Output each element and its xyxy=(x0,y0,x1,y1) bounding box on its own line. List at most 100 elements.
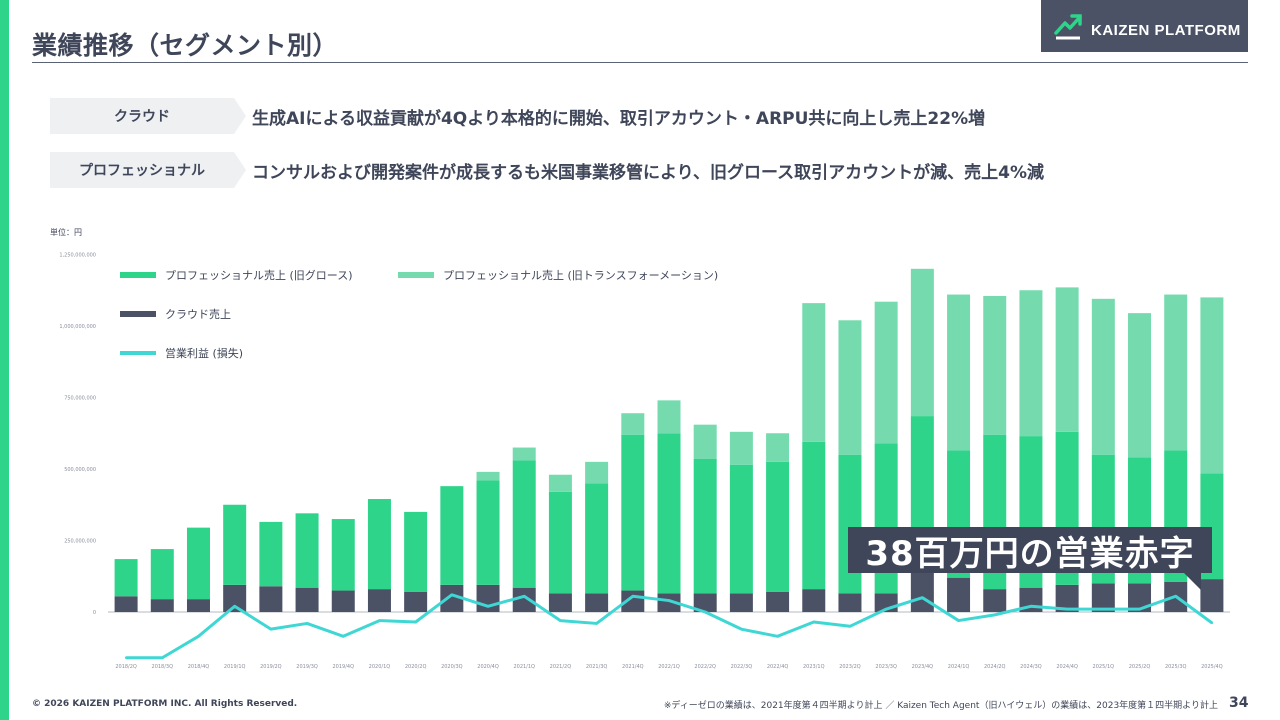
bar-cloud xyxy=(910,571,934,612)
bar-professional-transformation xyxy=(585,461,609,484)
x-tick-label: 2021/4Q xyxy=(622,664,644,670)
operating-profit-point xyxy=(124,656,128,659)
operating-profit-point xyxy=(667,599,671,602)
bar-professional-transformation xyxy=(802,303,826,442)
operating-profit-point xyxy=(1174,595,1177,598)
operating-profit-point xyxy=(450,593,454,597)
bar-professional-transformation xyxy=(729,431,753,465)
copyright: © 2026 KAIZEN PLATFORM INC. All Rights R… xyxy=(32,699,298,709)
legend-swatch xyxy=(120,272,156,278)
bar-professional-growth xyxy=(512,460,536,588)
segment-text-professional: コンサルおよび開発案件が成長するも米国事業移管により、旧グロース取引アカウントが… xyxy=(252,162,1044,183)
x-tick-label: 2021/3Q xyxy=(586,664,608,670)
x-tick-label: 2024/2Q xyxy=(984,664,1006,670)
x-tick-label: 2021/2Q xyxy=(550,664,572,670)
bar-professional-growth xyxy=(295,513,319,588)
bar-cloud xyxy=(223,584,247,612)
x-tick-label: 2025/3Q xyxy=(1165,664,1187,670)
x-tick-label: 2018/3Q xyxy=(152,664,174,670)
x-tick-label: 2019/3Q xyxy=(296,664,318,670)
bar-professional-growth xyxy=(367,499,391,590)
x-tick-label: 2023/2Q xyxy=(839,664,861,670)
x-tick-label: 2025/2Q xyxy=(1129,664,1151,670)
bar-professional-transformation xyxy=(1200,297,1224,474)
bar-cloud xyxy=(440,584,464,612)
bar-professional-growth xyxy=(548,491,572,594)
operating-profit-point xyxy=(197,635,200,638)
trend-arrow-icon xyxy=(1054,14,1082,40)
legend-label: プロフェッショナル売上 (旧トランスフォーメーション) xyxy=(443,269,718,282)
bar-professional-growth xyxy=(404,511,428,592)
bar-professional-transformation xyxy=(621,413,645,435)
y-tick-label: 250,000,000 xyxy=(64,539,96,545)
operating-profit-point xyxy=(740,627,743,631)
operating-profit-point xyxy=(703,610,707,614)
title-divider xyxy=(32,62,1248,63)
x-tick-label: 2019/2Q xyxy=(260,664,282,670)
bar-professional-growth xyxy=(440,486,464,585)
bar-cloud xyxy=(983,589,1007,612)
bar-professional-transformation xyxy=(838,320,862,455)
bar-professional-transformation xyxy=(476,471,500,481)
x-tick-label: 2023/4Q xyxy=(912,664,934,670)
y-tick-label: 750,000,000 xyxy=(64,396,96,402)
bar-cloud xyxy=(186,599,210,612)
bar-professional-transformation xyxy=(693,424,717,459)
x-tick-label: 2020/2Q xyxy=(405,664,427,670)
operating-profit-point xyxy=(1029,605,1033,608)
bar-professional-growth xyxy=(729,464,753,594)
x-tick-label: 2019/1Q xyxy=(224,664,246,670)
bar-professional-growth xyxy=(150,549,174,600)
operating-profit-point xyxy=(342,635,345,638)
operating-profit-point xyxy=(559,619,562,622)
page-number: 34 xyxy=(1229,695,1249,711)
bar-professional-transformation xyxy=(874,301,898,444)
x-tick-label: 2024/3Q xyxy=(1020,664,1042,670)
bar-cloud xyxy=(1200,579,1224,612)
x-tick-label: 2022/3Q xyxy=(731,664,753,670)
bar-professional-transformation xyxy=(1019,290,1043,437)
bar-professional-transformation xyxy=(947,294,971,451)
x-tick-label: 2020/3Q xyxy=(441,664,463,670)
bar-professional-growth xyxy=(331,519,355,591)
legend-swatch xyxy=(120,311,156,317)
x-tick-label: 2025/1Q xyxy=(1093,664,1115,670)
accent-bar xyxy=(0,0,9,720)
bar-cloud xyxy=(585,593,609,612)
callout-tail xyxy=(1183,572,1201,590)
bar-professional-growth xyxy=(114,559,138,597)
y-tick-label: 500,000,000 xyxy=(64,467,96,473)
logo-text: KAIZEN PLATFORM xyxy=(1091,21,1241,39)
operating-loss-callout: 38百万円の営業赤字 xyxy=(848,527,1212,574)
operating-profit-point xyxy=(1138,607,1141,611)
bar-professional-growth xyxy=(766,461,790,592)
legend-label: プロフェッショナル売上 (旧グロース) xyxy=(165,268,353,282)
operating-profit-point xyxy=(305,622,309,625)
operating-profit-point xyxy=(1065,607,1069,611)
operating-profit-point xyxy=(523,595,526,598)
bar-cloud xyxy=(259,586,283,612)
operating-profit-point xyxy=(486,605,490,608)
bar-professional-transformation xyxy=(983,295,1007,435)
operating-profit-point xyxy=(414,620,417,624)
operating-profit-point xyxy=(233,605,236,608)
bar-cloud xyxy=(295,587,319,612)
operating-profit-point xyxy=(812,620,815,624)
x-tick-label: 2022/1Q xyxy=(658,664,680,670)
x-tick-label: 2018/4Q xyxy=(188,664,210,670)
bar-professional-transformation xyxy=(1164,294,1188,451)
y-tick-label: 1,250,000,000 xyxy=(59,253,96,259)
footnote: ※ディーゼロの業績は、2021年度第４四半期より計上 ／ Kaizen Tech… xyxy=(663,701,1218,711)
x-tick-label: 2024/1Q xyxy=(948,664,970,670)
x-tick-label: 2022/4Q xyxy=(767,664,789,670)
bar-cloud xyxy=(838,593,862,612)
operating-profit-point xyxy=(161,656,164,659)
bar-professional-growth xyxy=(802,441,826,590)
bar-professional-transformation xyxy=(1091,298,1115,455)
segment-text-cloud: 生成AIによる収益貢献が4Qより本格的に開始、取引アカウント・ARPU共に向上し… xyxy=(252,108,986,129)
bar-cloud xyxy=(1091,583,1115,612)
y-tick-label: 1,000,000,000 xyxy=(59,324,96,330)
operating-profit-point xyxy=(631,595,635,598)
bar-professional-transformation xyxy=(910,268,934,417)
